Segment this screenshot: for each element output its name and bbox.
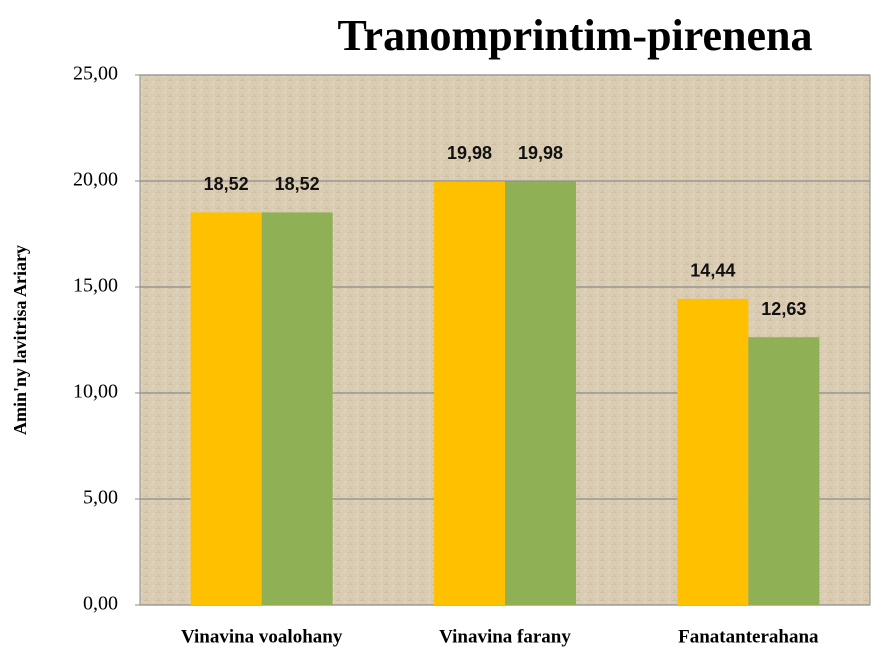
bar (434, 181, 505, 605)
y-tick-label: 0,00 (83, 593, 118, 615)
y-tick-label: 25,00 (73, 63, 118, 85)
y-tick-label: 10,00 (73, 381, 118, 403)
x-tick-label: Fanatanterahana (678, 626, 819, 647)
chart-title: Tranomprintim-pirenena (337, 11, 812, 60)
y-tick-label: 5,00 (83, 487, 118, 509)
bar (190, 212, 262, 605)
data-label: 19,98 (518, 143, 563, 163)
data-label: 12,63 (761, 299, 806, 319)
data-label: 18,52 (204, 174, 249, 194)
bar (505, 181, 576, 605)
data-label: 18,52 (275, 174, 320, 194)
x-tick-label: Vinavina farany (439, 626, 571, 647)
bar (748, 337, 820, 605)
y-tick-label: 15,00 (73, 275, 118, 297)
x-tick-label: Vinavina voalohany (181, 626, 343, 647)
y-tick-label: 20,00 (73, 169, 118, 191)
y-axis-label: Amin'ny lavitrisa Ariary (10, 245, 30, 435)
data-label: 19,98 (447, 143, 492, 163)
data-label: 14,44 (690, 261, 735, 281)
bar (677, 298, 749, 605)
bar (261, 212, 333, 605)
